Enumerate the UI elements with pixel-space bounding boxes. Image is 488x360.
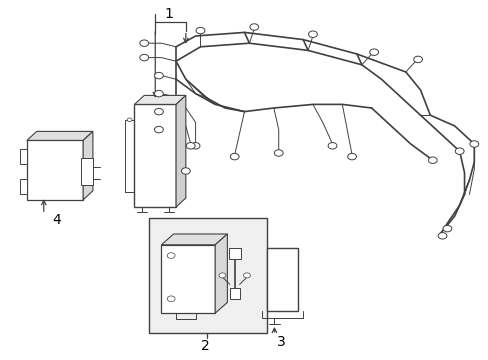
Text: 3: 3 xyxy=(276,335,285,349)
Circle shape xyxy=(167,253,175,258)
Polygon shape xyxy=(215,234,227,313)
Bar xyxy=(228,248,240,259)
Polygon shape xyxy=(83,131,93,200)
Polygon shape xyxy=(176,95,185,207)
Bar xyxy=(27,140,83,200)
Text: 1: 1 xyxy=(164,8,173,21)
Text: 4: 4 xyxy=(52,213,61,226)
Circle shape xyxy=(454,148,463,154)
Circle shape xyxy=(369,49,378,55)
Bar xyxy=(229,288,239,299)
Circle shape xyxy=(154,72,163,79)
Polygon shape xyxy=(134,95,185,104)
Circle shape xyxy=(442,225,451,232)
Circle shape xyxy=(230,153,239,160)
Circle shape xyxy=(308,31,317,37)
Polygon shape xyxy=(161,234,227,245)
Text: 2: 2 xyxy=(201,339,209,352)
Bar xyxy=(81,158,93,185)
Circle shape xyxy=(243,273,250,278)
Circle shape xyxy=(469,141,478,147)
Circle shape xyxy=(196,27,204,34)
Circle shape xyxy=(181,168,190,174)
Circle shape xyxy=(140,40,148,46)
Circle shape xyxy=(154,90,163,97)
Polygon shape xyxy=(27,131,93,140)
Bar xyxy=(266,248,298,311)
Circle shape xyxy=(413,56,422,63)
Circle shape xyxy=(249,24,258,30)
Circle shape xyxy=(327,143,336,149)
Bar xyxy=(149,218,266,333)
Circle shape xyxy=(437,233,446,239)
Circle shape xyxy=(186,143,195,149)
Circle shape xyxy=(274,150,283,156)
Circle shape xyxy=(219,273,225,278)
Bar xyxy=(20,179,27,194)
Circle shape xyxy=(154,108,163,115)
Circle shape xyxy=(154,126,163,133)
Circle shape xyxy=(347,153,356,160)
Bar xyxy=(134,104,176,207)
Bar xyxy=(20,149,27,164)
Circle shape xyxy=(140,54,148,61)
Circle shape xyxy=(191,143,200,149)
Circle shape xyxy=(167,296,175,302)
Circle shape xyxy=(427,157,436,163)
Bar xyxy=(161,245,215,313)
Circle shape xyxy=(127,118,132,122)
